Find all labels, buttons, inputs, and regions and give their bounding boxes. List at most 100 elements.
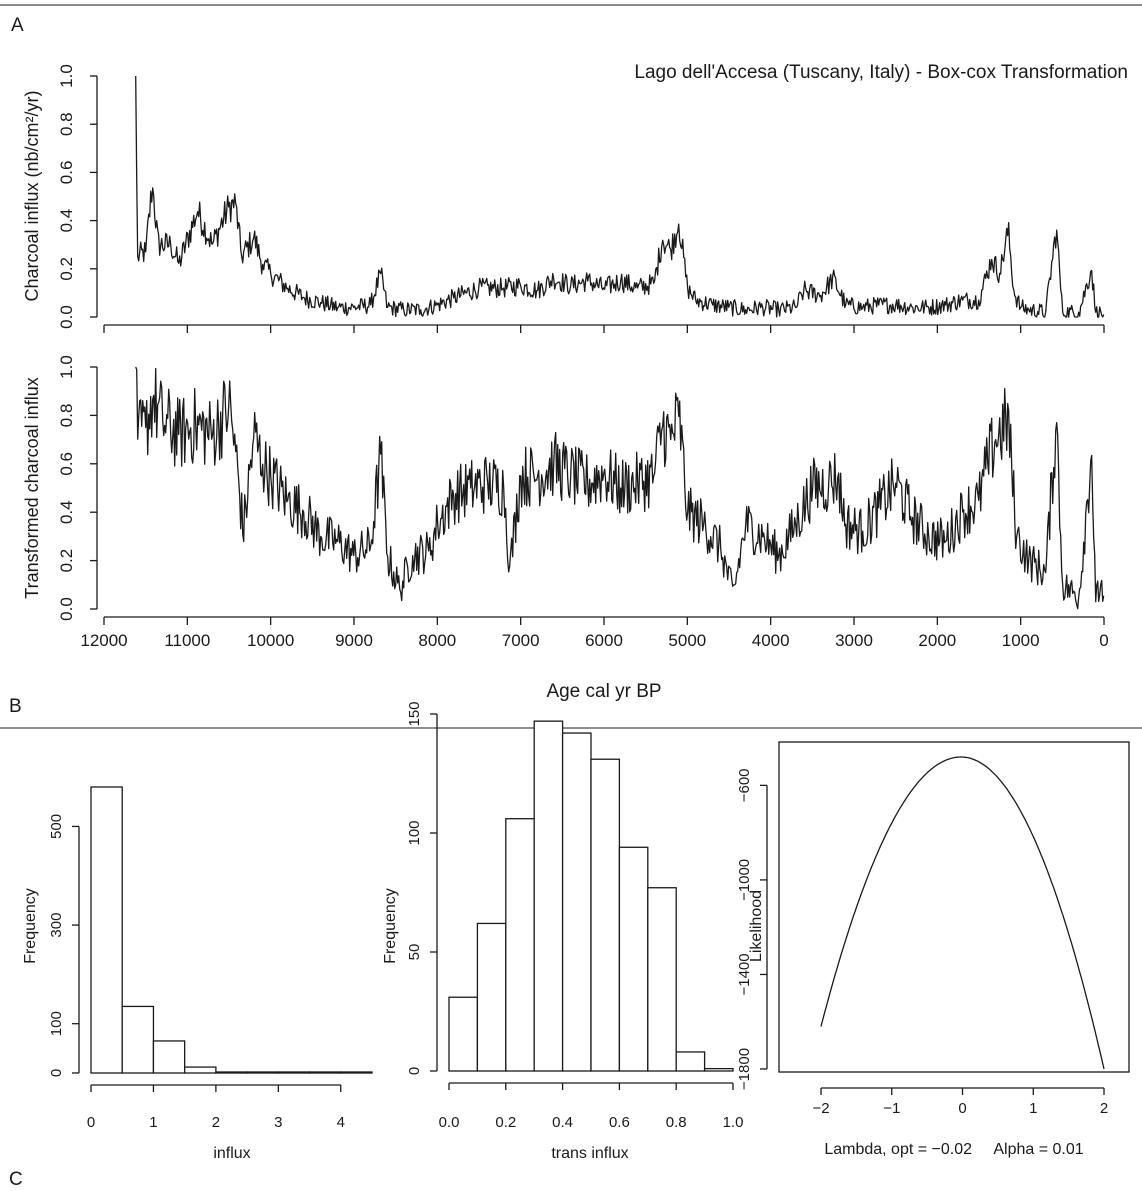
histogram-bar [590, 758, 621, 1072]
x-tick-label: 7000 [502, 631, 540, 650]
x-tick-label: 2000 [918, 631, 956, 650]
x-tick-label: 2 [212, 1114, 220, 1131]
top-y-axis: 0.0 0.2 0.4 0.6 0.8 1.0 [57, 64, 98, 329]
bottom-transformed-series [135, 366, 1105, 610]
y-tick-label: 0.8 [57, 404, 76, 428]
y-tick-label: 50 [406, 944, 423, 961]
y-tick-label: 300 [48, 913, 65, 938]
panel-label-a: A [11, 15, 24, 36]
x-tick-label: 6000 [585, 631, 623, 650]
x-tick-label: 1.0 [723, 1114, 744, 1131]
hist-trans-bars [448, 720, 734, 1072]
x-tick-label: 4 [337, 1114, 345, 1131]
x-tick-label: 0.8 [666, 1114, 687, 1131]
x-tick-label: 1000 [1002, 631, 1040, 650]
y-tick-label: −1000 [736, 859, 753, 901]
histogram-bar [308, 1071, 342, 1074]
top-chart-ylabel: Charcoal influx (nb/cm²/yr) [22, 90, 42, 301]
histogram-influx: Frequency 0 100 300 500 0 1 2 3 4 influx [22, 786, 373, 1162]
histogram-bar [184, 1066, 217, 1074]
bottom-x-axis: 12000 11000 10000 9000 8000 7000 6000 5000 4000 3… [80, 616, 1109, 650]
x-tick-label: 1 [149, 1114, 157, 1131]
y-tick-label: 0 [48, 1069, 65, 1077]
x-tick-label: 5000 [668, 631, 706, 650]
top-influx-series [135, 75, 1105, 318]
top-chart: Lago dell'Accesa (Tuscany, Italy) - Box-… [22, 62, 1128, 333]
likelihood-xlabel: Lambda, opt = −0.02 Alpha = 0.01 [824, 1141, 1083, 1158]
y-tick-label: 1.0 [57, 355, 76, 379]
hist-influx-xlabel: influx [213, 1145, 250, 1162]
bottom-y-axis: 0.0 0.2 0.4 0.6 0.8 1.0 [57, 355, 98, 621]
y-tick-label: 0.6 [57, 452, 76, 476]
x-tick-label: 1 [1029, 1100, 1037, 1117]
histogram-bar [215, 1071, 248, 1074]
hist-influx-axes: 0 100 300 500 0 1 2 3 4 [48, 814, 345, 1131]
x-tick-label: 12000 [80, 631, 127, 650]
bottom-chart-xlabel: Age cal yr BP [546, 681, 661, 702]
hist-influx-ylabel: Frequency [22, 888, 39, 964]
y-tick-label: 0.6 [57, 161, 76, 185]
histogram-bar [277, 1071, 311, 1074]
y-tick-label: 0.4 [57, 500, 76, 524]
y-tick-label: 0.2 [57, 257, 76, 281]
histogram-bar [121, 1005, 155, 1074]
histogram-bar [618, 846, 649, 1072]
histogram-bar [246, 1071, 279, 1074]
histogram-bar [703, 1067, 734, 1072]
y-tick-label: 100 [406, 820, 423, 845]
x-tick-label: 0.4 [552, 1114, 573, 1131]
y-tick-label: 0 [406, 1067, 423, 1075]
y-tick-label: 0.2 [57, 549, 76, 573]
hist-trans-ylabel: Frequency [382, 888, 399, 964]
likelihood-plot-box [778, 741, 1130, 1073]
hist-influx-bars [90, 786, 373, 1074]
panel-label-c: C [9, 1169, 23, 1190]
histogram-bar [647, 887, 677, 1072]
x-tick-label: 10000 [247, 631, 294, 650]
y-tick-label: −1400 [736, 953, 753, 995]
likelihood-ylabel: Likelihood [748, 890, 765, 962]
bottom-chart: Transformed charcoal influx 0.0 0.2 0.4 0.6… [22, 355, 1109, 702]
y-tick-label: 150 [406, 701, 423, 726]
bottom-chart-ylabel: Transformed charcoal influx [22, 377, 42, 598]
x-tick-label: 0.2 [495, 1114, 516, 1131]
y-tick-label: 0.0 [57, 305, 76, 329]
y-tick-label: 1.0 [57, 64, 76, 88]
histogram-trans-influx: Frequency 0 50 100 150 0.0 0.2 0.4 0.6 0.8 1.0 tr… [382, 701, 743, 1162]
x-tick-label: 0 [958, 1100, 966, 1117]
x-tick-label: 11000 [164, 631, 210, 650]
top-chart-title: Lago dell'Accesa (Tuscany, Italy) - Box-… [634, 62, 1128, 83]
x-tick-label: 0.6 [609, 1114, 630, 1131]
x-tick-label: 8000 [418, 631, 456, 650]
likelihood-curve [820, 756, 1105, 1070]
y-tick-label: 0.8 [57, 112, 76, 136]
x-tick-label: 3000 [835, 631, 873, 650]
x-tick-label: 9000 [335, 631, 373, 650]
panel-label-b: B [9, 696, 22, 717]
histogram-bar [90, 786, 123, 1074]
histogram-bar [152, 1040, 186, 1074]
x-tick-label: 3 [274, 1114, 282, 1131]
histogram-bar [561, 732, 592, 1072]
x-tick-label: 0.0 [439, 1114, 460, 1131]
likelihood-chart: Likelihood −2 −1 0 1 2 −1800 −1400 −1000 −600 La… [736, 741, 1130, 1158]
x-tick-label: 0 [87, 1114, 95, 1131]
histogram-bar [476, 922, 507, 1072]
y-tick-label: −600 [736, 768, 753, 802]
hist-trans-xlabel: trans influx [551, 1145, 628, 1162]
x-tick-label: −2 [812, 1100, 829, 1117]
histogram-bar [675, 1051, 706, 1072]
y-tick-label: 100 [48, 1011, 65, 1036]
histogram-bar [340, 1071, 373, 1074]
histogram-bar [448, 996, 479, 1072]
y-tick-label: 500 [48, 814, 65, 839]
x-tick-label: 2 [1100, 1100, 1108, 1117]
y-tick-label: 0.0 [57, 597, 76, 621]
histogram-bar [505, 818, 535, 1072]
likelihood-axes: −2 −1 0 1 2 −1800 −1400 −1000 −600 [736, 768, 1108, 1117]
y-tick-label: −1800 [736, 1048, 753, 1090]
top-x-axis [103, 324, 1105, 333]
y-tick-label: 0.4 [57, 209, 76, 233]
histogram-bar [533, 720, 564, 1072]
